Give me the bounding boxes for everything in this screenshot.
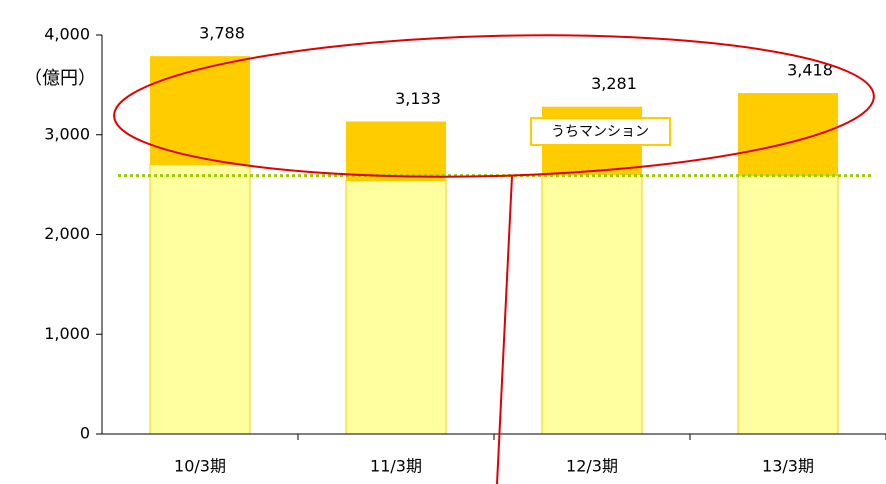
y-tick-label: 2,000 <box>44 224 90 243</box>
y-tick-label: 1,000 <box>44 324 90 343</box>
y-tick-label: 0 <box>80 424 90 443</box>
annotation: うちマンション <box>551 124 649 140</box>
bar-segment <box>346 121 446 181</box>
y-tick-label: 4,000 <box>44 25 90 44</box>
bar-segment <box>150 56 250 165</box>
x-tick-label: 11/3期 <box>370 457 422 476</box>
highlight-ellipse <box>113 34 875 178</box>
y-tick-label: 3,000 <box>44 124 90 143</box>
total-label: 3,418 <box>787 61 833 80</box>
bar-segment <box>737 175 839 435</box>
total-label: 3,133 <box>395 89 441 108</box>
bar-segment <box>738 93 838 176</box>
bar-segment <box>541 174 643 435</box>
bar-segment <box>345 180 447 435</box>
bar-segment <box>149 164 251 435</box>
x-tick-label: 10/3期 <box>174 457 226 476</box>
total-label: 3,281 <box>591 74 637 93</box>
x-tick-label: 12/3期 <box>566 457 618 476</box>
y-unit-label: （億円） <box>24 68 96 89</box>
total-label: 3,788 <box>199 24 245 43</box>
x-tick-label: 13/3期 <box>762 457 814 476</box>
annotation-box <box>530 117 671 146</box>
callout-line <box>496 175 513 484</box>
